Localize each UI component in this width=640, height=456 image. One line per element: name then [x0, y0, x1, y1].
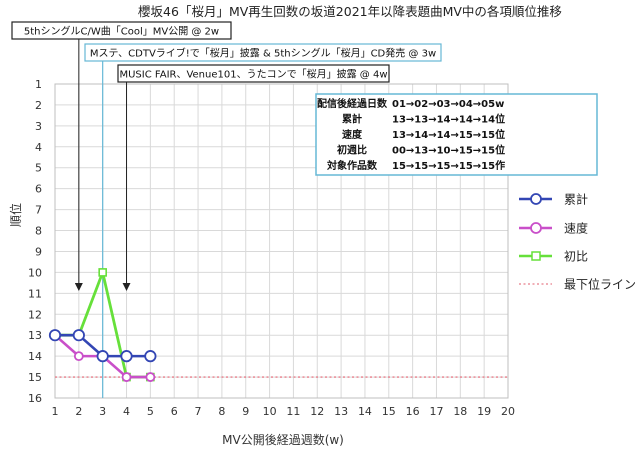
info-box: 配信後経過日数 01→02→03→04→05w 累計 13→13→14→14→14位速…: [315, 93, 598, 176]
x-tick-labels: 1 2 3 4 5 6 7 8 9 10 11 12 13 14 15 16 17 18 19 20: [52, 405, 516, 418]
series-point-累計: [48, 329, 62, 342]
series-point-累計: [120, 350, 133, 363]
plot-frame: [54, 83, 509, 399]
info-box-frame: [315, 93, 598, 176]
x-tick-label: 7: [195, 405, 202, 418]
x-tick-label: 8: [218, 405, 225, 418]
legend-marker-累計: [530, 193, 542, 205]
info-row-label: 初週比: [337, 144, 367, 157]
series-point-累計: [144, 350, 157, 363]
x-tick-label: 18: [453, 405, 467, 418]
x-tick-label: 1: [52, 405, 59, 418]
info-row-value: 01→02→03→04→05w: [392, 99, 504, 110]
y-tick-label: 10: [28, 266, 42, 279]
y-tick-label: 4: [35, 141, 42, 154]
event-annotations: 5thシングルC/W曲「Cool」MV公開 @ 2w Mステ、CDTVライブ!で「…: [11, 21, 442, 398]
info-row-value: 13→14→14→15→15位: [392, 128, 505, 141]
x-tick-label: 17: [429, 405, 443, 418]
legend-label-reference: 最下位ライン: [564, 277, 636, 292]
info-row-label: 累計: [342, 113, 362, 126]
y-tick-label: 1: [35, 78, 42, 91]
x-tick-label: 12: [310, 405, 324, 418]
x-tick-label: 10: [263, 405, 277, 418]
info-row-value: 00→13→10→15→15位: [392, 144, 505, 157]
y-tick-label: 7: [35, 204, 42, 217]
x-axis-label: MV公開後経過週数(w): [222, 432, 344, 447]
series-point-速度: [121, 372, 132, 382]
y-tick-label: 5: [35, 162, 42, 175]
y-tick-label: 11: [28, 287, 42, 300]
series-layer: [48, 268, 157, 382]
x-tick-label: 9: [242, 405, 249, 418]
y-tick-label: 15: [28, 371, 42, 384]
chart-title: 櫻坂46「桜月」MV再生回数の坂道2021年以降表題曲MV中の各項順位推移: [138, 4, 562, 19]
x-tick-label: 19: [477, 405, 491, 418]
info-row-label: 対象作品数: [326, 159, 378, 172]
legend-marker-初比: [531, 251, 541, 261]
event-box-2w: [11, 21, 232, 40]
event-label-4w: MUSIC FAIR、Venue101、うたコンで「桜月」披露 @ 4w: [119, 68, 387, 81]
y-tick-label: 9: [35, 245, 42, 258]
event-box-3w: [84, 43, 442, 62]
x-tick-label: 6: [171, 405, 178, 418]
info-row-value: 13→13→14→14→14位: [392, 113, 505, 126]
y-tick-label: 3: [35, 120, 42, 133]
event-box-4w: [117, 64, 390, 83]
series-point-速度: [145, 372, 156, 382]
x-tick-label: 16: [406, 405, 420, 418]
legend-label-速度: 速度: [564, 221, 588, 236]
x-tick-label: 20: [501, 405, 515, 418]
event-label-2w: 5thシングルC/W曲「Cool」MV公開 @ 2w: [24, 25, 219, 38]
y-axis-label: 順位: [8, 203, 23, 227]
info-row-label: 速度: [342, 128, 363, 141]
y-tick-label: 14: [28, 350, 42, 363]
x-tick-label: 5: [147, 405, 154, 418]
y-tick-label: 2: [35, 99, 42, 112]
x-tick-label: 2: [75, 405, 82, 418]
series-point-累計: [72, 329, 85, 342]
series-point-初比: [98, 268, 107, 277]
info-row-label: 配信後経過日数: [317, 97, 388, 110]
info-row-value: 15→15→15→15→15作: [392, 159, 505, 172]
x-tick-label: 13: [334, 405, 348, 418]
series-point-累計: [96, 350, 109, 363]
event-label-3w: Mステ、CDTVライブ!で「桜月」披露 & 5thシングル「桜月」CD発売 @ …: [90, 47, 436, 60]
legend-marker-速度: [530, 222, 542, 234]
x-tick-label: 3: [99, 405, 106, 418]
legend-label-累計: 累計: [564, 192, 588, 207]
x-tick-label: 14: [358, 405, 372, 418]
series-point-速度: [73, 351, 84, 362]
y-tick-label: 16: [28, 392, 42, 405]
y-tick-label: 12: [28, 308, 42, 321]
legend-label-初比: 初比: [564, 250, 588, 264]
y-tick-label: 8: [35, 225, 42, 238]
x-tick-label: 11: [286, 405, 300, 418]
y-tick-label: 13: [28, 329, 42, 342]
x-tick-label: 4: [123, 405, 130, 418]
y-tick-label: 6: [35, 183, 42, 196]
x-tick-label: 15: [382, 405, 396, 418]
